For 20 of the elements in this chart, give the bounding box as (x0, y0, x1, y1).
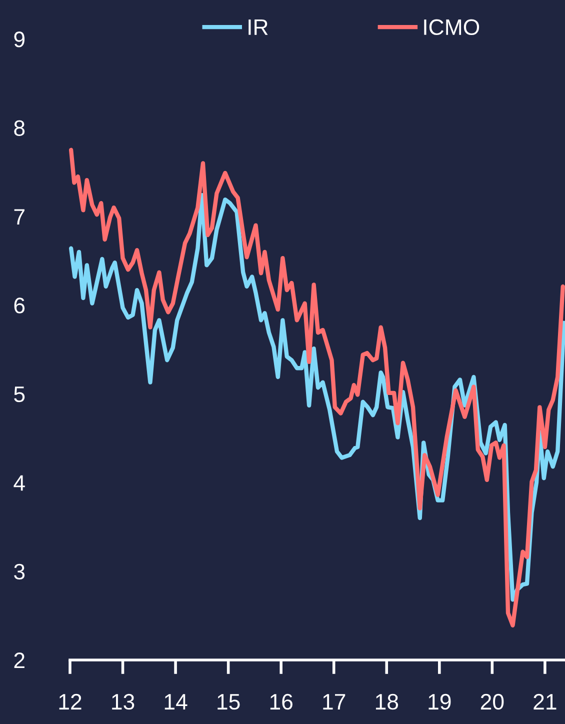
x-tick-label: 19 (428, 694, 451, 710)
x-tick-label: 12 (59, 694, 82, 710)
x-tick-label: 20 (480, 694, 504, 710)
x-tick-label: 16 (270, 694, 292, 710)
x-tick-label: 14 (164, 694, 188, 710)
x-tick-label: 17 (323, 694, 346, 710)
legend-label: IR (248, 20, 268, 35)
x-tick-label: 13 (112, 694, 134, 710)
y-tick-label: 2 (14, 652, 24, 668)
y-tick-label: 4 (14, 475, 25, 491)
y-tick-label: 5 (14, 386, 25, 402)
legend-label: ICMO (424, 19, 480, 36)
y-tick-label: 7 (14, 209, 24, 224)
x-tick-label: 18 (376, 694, 398, 710)
y-tick-label: 9 (14, 32, 25, 48)
y-tick-label: 8 (14, 120, 25, 136)
x-tick-label: 15 (218, 694, 240, 710)
y-tick-label: 6 (14, 298, 25, 314)
y-tick-label: 3 (14, 564, 25, 580)
x-tick-label: 21 (534, 694, 556, 710)
